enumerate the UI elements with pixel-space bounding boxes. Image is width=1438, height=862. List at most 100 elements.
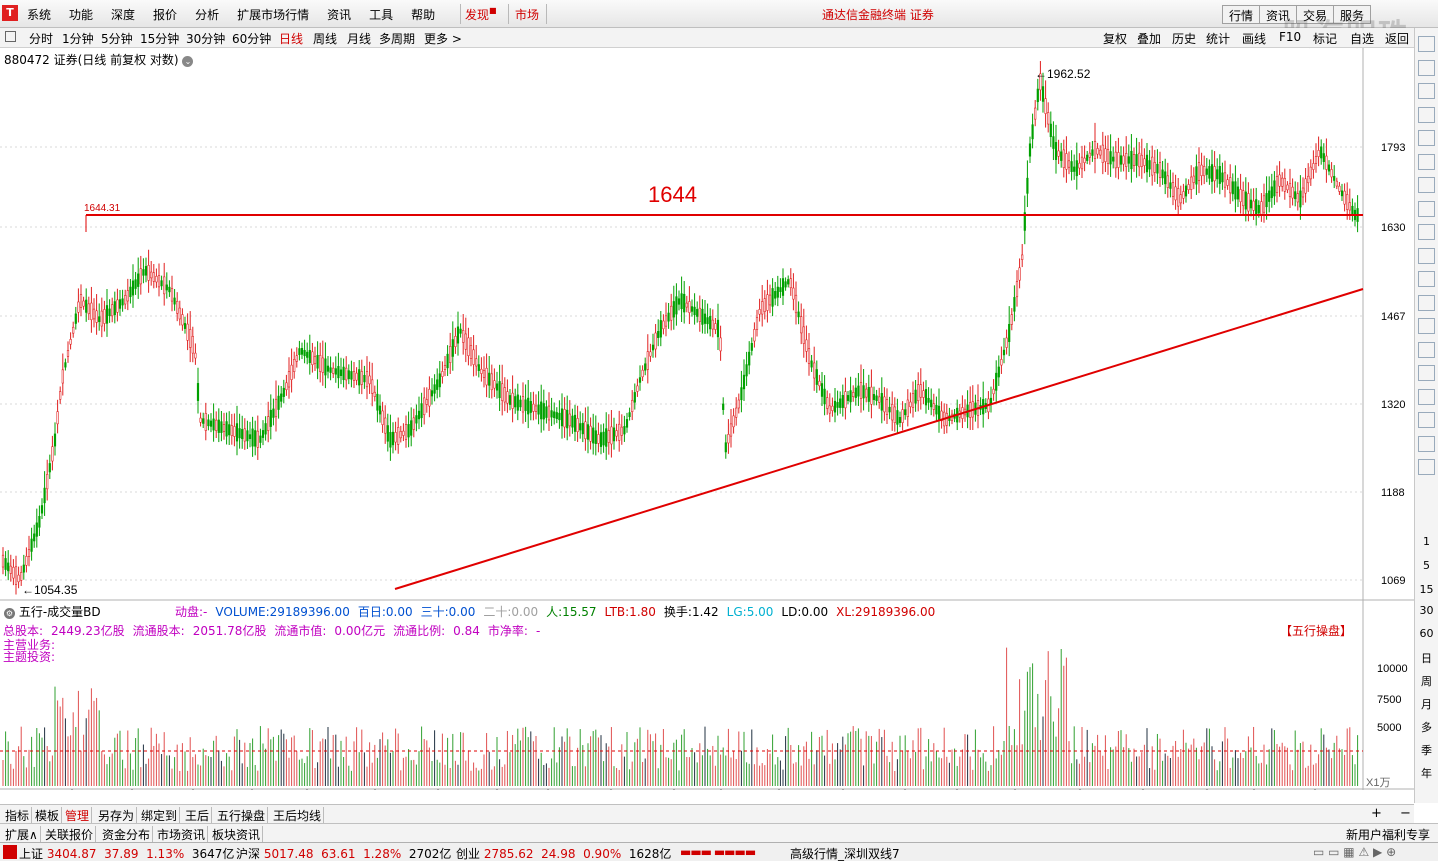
menu-item[interactable]: 功能 [69,8,94,22]
cy-index[interactable]: 创业 2785.62 24.98 0.90% 1628亿 [456,847,672,861]
period-tab[interactable]: 多周期 [379,32,416,46]
indicator-tab[interactable]: 管理 [63,807,93,824]
candle-body [9,565,12,574]
info-tab[interactable]: 板块资讯 [210,826,264,843]
menu-item[interactable]: 深度 [111,8,136,22]
chart-tool-button[interactable]: 自选 [1350,32,1375,46]
top-right-button[interactable]: 服务 [1333,5,1372,24]
kline-chart[interactable]: 1793 1630 1467 1320 1188 1069 10000 7500 5000 X1万… [0,0,1414,790]
chart-header[interactable]: 880472 证券(日线 前复权 对数) ⌄ [4,51,194,68]
chart-tool-button[interactable]: 叠加 [1137,32,1162,46]
sidebar-period[interactable]: 月 [1421,698,1432,711]
period-tab[interactable]: 1分钟 [62,32,94,46]
bars-icon[interactable] [1418,318,1435,334]
candle-body [571,415,574,428]
candle-body [1348,202,1351,211]
fx-icon[interactable] [1418,271,1435,287]
bars2-icon[interactable] [1418,365,1435,381]
chart-tool-button[interactable]: 统计 [1206,32,1231,46]
period-tab[interactable]: 更多 > [424,32,462,46]
circle-icon[interactable] [1418,294,1435,311]
chevron-down-icon[interactable]: ⌄ [182,56,194,67]
menu-item[interactable]: 资讯 [327,8,352,22]
info-tab[interactable]: 市场资讯 [155,826,209,843]
menu-item[interactable]: 系统 [27,8,52,22]
period-tab[interactable]: 30分钟 [186,32,226,46]
indicator-tab[interactable]: 绑定到 [139,807,181,824]
hs-index[interactable]: 沪深 5017.48 63.61 1.28% 2702亿 [236,847,452,861]
chart-tool-button[interactable]: 历史 [1172,32,1197,46]
zoom-in-button[interactable]: + [1371,806,1382,821]
wuxing-tag[interactable]: 【五行操盘】 [1280,624,1353,638]
indicator-tab[interactable]: 指标 [3,807,33,824]
top-right-button[interactable]: 交易 [1296,5,1335,24]
candle-body [922,390,925,398]
panel-toggle-icon[interactable] [5,31,16,42]
sidebar-period[interactable]: 1 [1423,535,1430,548]
menu-item[interactable]: 工具 [369,8,394,22]
sidebar-period[interactable]: 周 [1421,675,1432,688]
info-tab[interactable]: 资金分布 [100,826,154,843]
move-icon[interactable] [1418,388,1435,405]
menu-item[interactable]: 帮助 [411,8,436,22]
kline-icon[interactable] [1418,130,1435,146]
info-tab[interactable]: 关联报价 [43,826,97,843]
period-tab[interactable]: 60分钟 [232,32,272,46]
f10-icon[interactable] [1418,177,1435,193]
info-tab[interactable]: 扩展∧ [3,826,41,843]
candle-body [1052,136,1055,149]
sh-index[interactable]: 上证 3404.87 37.89 1.13% 3647亿 [19,847,235,861]
sidebar-period[interactable]: 日 [1421,652,1432,665]
candle-icon[interactable] [1418,153,1435,170]
candle-body [839,398,842,408]
sidebar-period[interactable]: 年 [1421,767,1432,780]
chart-tool-button[interactable]: 返回 [1385,32,1410,46]
quote-server[interactable]: 高级行情_深圳双线7 [790,847,900,861]
sidebar-period[interactable]: 15 [1419,583,1434,596]
f5-icon[interactable] [1418,435,1435,452]
rsi-icon[interactable] [1418,341,1435,358]
zoom-out-button[interactable]: − [1400,806,1411,821]
chart-tool-button[interactable]: 标记 [1313,32,1338,46]
candle-body [381,410,384,425]
bookmark-icon[interactable] [1418,83,1435,99]
period-tab[interactable]: 周线 [313,32,338,46]
indicator-tab[interactable]: 王后均线 [271,807,325,824]
sidebar-period[interactable]: 60 [1419,627,1434,640]
period-tab[interactable]: 日线 [279,32,304,46]
sidebar-period[interactable]: 30 [1419,604,1434,617]
indicator-header[interactable]: ⚙ 五行-成交量BD [4,603,101,620]
indicator-tab[interactable]: 五行操盘 [215,807,269,824]
menu-item[interactable]: 报价 [153,8,178,22]
chart-tool-button[interactable]: F10 [1279,30,1302,44]
indicator-tab[interactable]: 模板 [33,807,63,824]
list-icon[interactable] [1418,459,1435,475]
chart-tool-button[interactable]: 复权 [1103,32,1128,46]
menu-item[interactable]: 分析 [195,8,220,22]
sidebar-period[interactable]: 季 [1421,744,1432,757]
new-user-link[interactable]: 新用户福利专享 [1345,828,1430,842]
period-tab[interactable]: 分时 [29,32,54,46]
indicator-tab[interactable]: 王后 [183,807,213,824]
chart-icon[interactable] [1418,224,1435,240]
trend-line[interactable] [394,288,1364,590]
grid-icon[interactable] [1418,200,1435,217]
pencil-icon[interactable] [1418,412,1435,428]
indicator-tab[interactable]: 另存为 [96,807,138,824]
sidebar-period[interactable]: 多 [1421,721,1432,734]
candle-body [618,423,621,441]
period-tab[interactable]: 月线 [347,32,372,46]
candle-body [1114,151,1117,169]
down-arrow-icon[interactable] [1418,59,1435,76]
period-tab[interactable]: 5分钟 [101,32,133,46]
settings-icon[interactable]: ⚙ [4,608,15,619]
chart-tool-button[interactable]: 画线 [1242,32,1267,46]
discover-tab[interactable]: 发现■ [465,6,497,22]
menu-item[interactable]: 扩展市场行情 [237,8,310,22]
sidebar-period[interactable]: 5 [1423,559,1430,572]
up-arrow-icon[interactable] [1418,36,1435,52]
f12-icon[interactable] [1418,247,1435,264]
volume-icon[interactable] [1418,106,1435,123]
period-tab[interactable]: 15分钟 [140,32,180,46]
market-tab[interactable]: 市场 [515,8,540,22]
